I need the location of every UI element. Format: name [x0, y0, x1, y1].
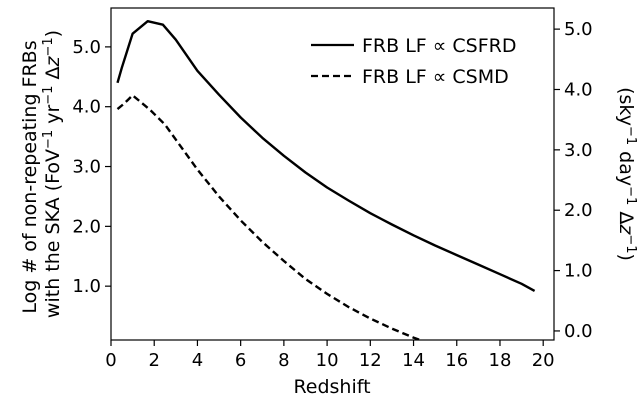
y-right-tick-label: 0.0	[564, 321, 593, 342]
y-left-tick-label: 4.0	[72, 97, 101, 118]
y-right-tick-label: 4.0	[564, 79, 593, 100]
y-right-tick-label: 2.0	[564, 200, 593, 221]
legend-label-csmd: FRB LF ∝ CSMD	[362, 66, 509, 88]
x-tick-label: 6	[235, 350, 246, 371]
y-right-tick-label: 5.0	[564, 19, 593, 40]
x-tick-label: 0	[105, 350, 116, 371]
y-left-tick-label: 1.0	[72, 276, 101, 297]
x-tick-label: 10	[316, 350, 339, 371]
y-axis-right-title: (sky−1 day−1 Δz−1)	[615, 87, 639, 261]
legend-label-csfrd: FRB LF ∝ CSFRD	[362, 35, 516, 57]
plot-area	[110, 7, 555, 341]
x-tick-label: 18	[489, 350, 512, 371]
x-tick-label: 20	[532, 350, 555, 371]
legend: FRB LF ∝ CSFRD FRB LF ∝ CSMD	[311, 35, 516, 88]
x-axis-title: Redshift	[293, 376, 370, 398]
x-tick-label: 16	[445, 350, 468, 371]
y-left-tick-label: 5.0	[72, 37, 101, 58]
y-right-tick-label: 3.0	[564, 140, 593, 161]
x-tick-label: 8	[278, 350, 289, 371]
x-axis: 0 2 4 6 8 10 12 14 16 18 20	[105, 340, 555, 371]
y-right-tick-label: 1.0	[564, 261, 593, 282]
series-layer	[116, 20, 536, 340]
x-tick-label: 14	[402, 350, 425, 371]
y-left-tick-label: 3.0	[72, 157, 101, 178]
y-axis-left-title: Log # of non-repeating FRBs with the SKA…	[19, 30, 64, 318]
x-tick-label: 2	[148, 350, 159, 371]
y-axis-left: 1.0 2.0 3.0 4.0 5.0	[72, 37, 111, 297]
y-left-tick-label: 2.0	[72, 216, 101, 237]
x-tick-label: 12	[359, 350, 382, 371]
series-line-csfrd	[116, 20, 536, 292]
y-axis-right: 0.0 1.0 2.0 3.0 4.0 5.0	[554, 19, 593, 342]
series-line-csmd	[116, 94, 424, 340]
x-tick-label: 4	[192, 350, 203, 371]
